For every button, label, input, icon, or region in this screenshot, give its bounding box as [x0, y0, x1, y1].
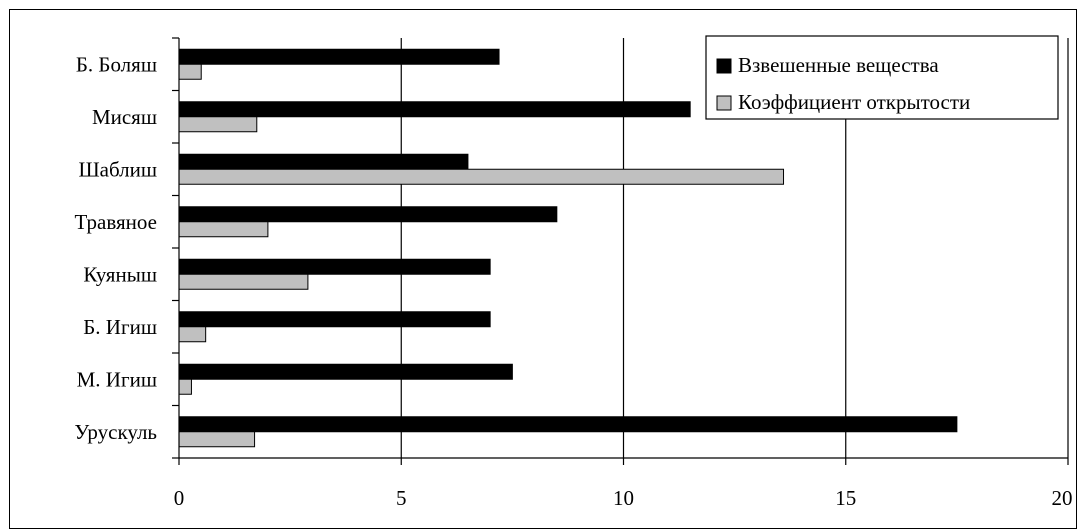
x-tick-label-0: 0	[174, 486, 185, 510]
bar-suspended-solids-6	[178, 363, 513, 380]
category-label-5: Б. Игиш	[83, 315, 157, 339]
tick-labels: 0 5 10 15 20	[174, 486, 1073, 510]
bar-openness-coefficient-4	[178, 273, 309, 290]
x-tick-label-2: 10	[613, 486, 634, 510]
bar-suspended-solids-2	[178, 153, 469, 170]
category-labels: Б. Боляш Мисяш Шаблиш Травяное Куяныш Б. Игиш…	[74, 52, 157, 444]
x-tick-label-1: 5	[396, 486, 407, 510]
category-label-3: Травяное	[75, 210, 157, 234]
bar-suspended-solids-7	[178, 416, 958, 433]
category-label-1: Мисяш	[92, 105, 157, 129]
bar-suspended-solids-0	[178, 48, 500, 65]
category-label-2: Шаблиш	[78, 157, 157, 181]
category-label-0: Б. Боляш	[76, 52, 157, 76]
legend-box	[705, 35, 1059, 120]
bar-openness-coefficient-7	[178, 431, 256, 448]
legend: Взвешенные вещества Коэффициент открытос…	[705, 35, 1059, 120]
bar-openness-coefficient-0	[178, 63, 202, 80]
bar-openness-coefficient-5	[178, 326, 207, 343]
legend-swatch-openness-coefficient	[716, 95, 732, 111]
bar-suspended-solids-5	[178, 311, 491, 328]
category-label-6: М. Игиш	[77, 367, 157, 391]
legend-swatch-suspended-solids	[716, 58, 732, 74]
bar-suspended-solids-4	[178, 258, 491, 275]
bar-suspended-solids-1	[178, 101, 691, 118]
axes	[172, 37, 1069, 465]
bar-suspended-solids-3	[178, 206, 558, 223]
bars	[178, 48, 958, 448]
bar-openness-coefficient-2	[178, 168, 785, 185]
bar-openness-coefficient-6	[178, 378, 192, 395]
bar-openness-coefficient-3	[178, 221, 269, 238]
category-label-4: Куяныш	[83, 262, 157, 286]
legend-label-suspended-solids: Взвешенные вещества	[738, 53, 939, 77]
bar-openness-coefficient-1	[178, 116, 258, 133]
x-tick-label-3: 15	[835, 486, 856, 510]
category-label-7: Урускуль	[74, 420, 157, 444]
legend-label-openness-coefficient: Коэффициент открытости	[738, 90, 970, 114]
bar-chart: Б. Боляш Мисяш Шаблиш Травяное Куяныш Б. Игиш…	[74, 35, 1073, 510]
x-tick-label-4: 20	[1052, 486, 1073, 510]
